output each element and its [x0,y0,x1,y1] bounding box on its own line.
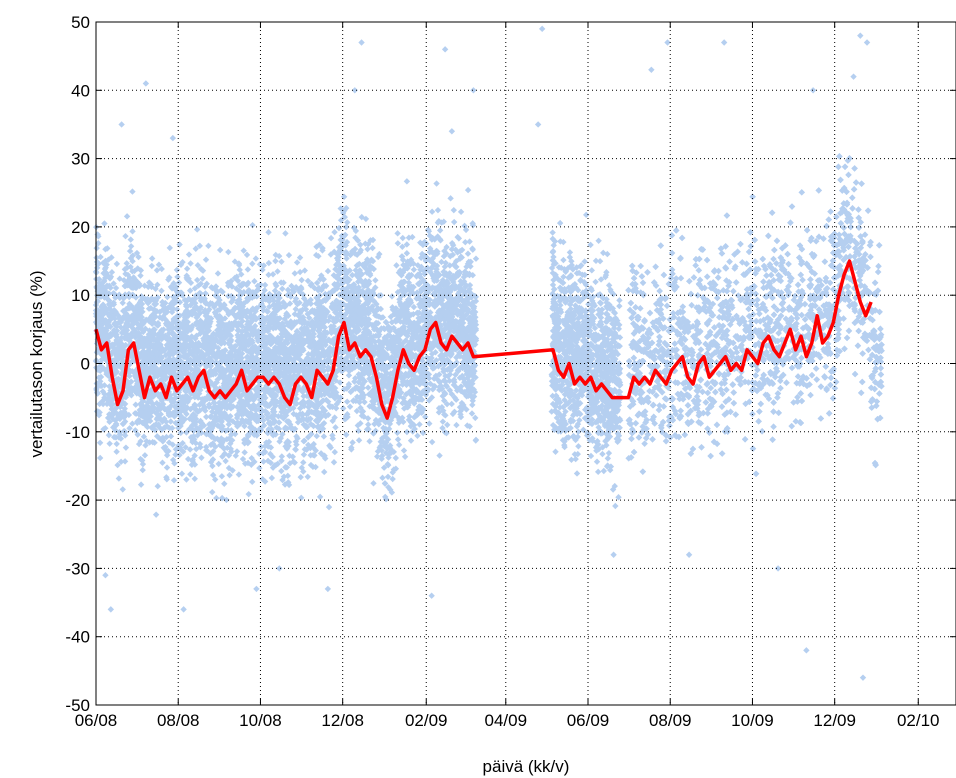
scatter-point [198,454,205,461]
scatter-point [233,403,241,411]
scatter-point [400,447,408,454]
scatter-point [101,220,108,227]
scatter-point [156,435,163,442]
scatter-point [313,279,321,287]
scatter-point [419,429,427,437]
scatter-point [448,246,456,253]
scatter-point [172,419,179,427]
scatter-point [291,459,298,466]
scatter-point [433,180,440,187]
scatter-point [137,481,145,488]
scatter-point [235,471,243,478]
scatter-point [414,432,421,439]
scatter-point [340,405,347,412]
scatter-point [191,461,199,468]
scatter-point [183,476,190,483]
scatter-point [137,455,144,463]
scatter-point [225,309,232,316]
scatter-point [394,429,401,436]
scatter-point [159,459,166,466]
scatter-point [440,218,447,225]
scatter-point [279,285,286,292]
scatter-point [206,306,213,313]
scatter-point [456,248,464,255]
scatter-point [241,449,248,456]
scatter-point [141,452,149,459]
scatter-point [164,293,171,301]
scatter-point [165,276,172,283]
scatter-point [127,236,134,243]
scatter-point [244,459,252,467]
scatter-point [248,454,255,462]
scatter-point [180,311,187,318]
scatter-point [403,428,411,436]
scatter-point [446,262,454,269]
scatter-point [158,265,165,273]
scatter-point [379,474,386,482]
scatter-point [175,279,183,286]
scatter-point [355,437,363,444]
scatter-point [179,258,186,266]
scatter-point [232,452,239,459]
scatter-point [422,413,429,421]
scatter-point [119,486,126,493]
scatter-point [153,433,161,440]
scatter-point [95,240,102,247]
scatter-point [252,255,260,262]
scatter-point [343,398,351,405]
scatter-point [452,371,459,379]
scatter-point [209,488,216,496]
scatter-point [108,405,115,413]
scatter-point [335,243,343,251]
scatter-point [290,404,297,412]
scatter-point [472,414,479,422]
scatter-point [206,401,213,408]
scatter-point [236,303,243,310]
scatter-point [134,307,142,314]
scatter-point [463,406,470,413]
scatter-point [209,471,217,479]
scatter-point [278,258,285,265]
scatter-point [194,262,202,269]
scatter-point [97,253,104,261]
scatter-point [452,246,459,253]
scatter-point [316,241,323,248]
scatter-point [268,474,276,482]
scatter-point [166,244,174,252]
scatter-point [423,240,430,247]
scatter-point [123,260,130,267]
scatter-point [443,400,451,408]
scatter-point [298,494,305,501]
scatter-point [186,287,194,294]
scatter-point [135,440,143,448]
scatter-point [325,503,333,511]
scatter-point [240,247,247,254]
scatter-point [355,427,362,434]
scatter-point [106,440,113,447]
